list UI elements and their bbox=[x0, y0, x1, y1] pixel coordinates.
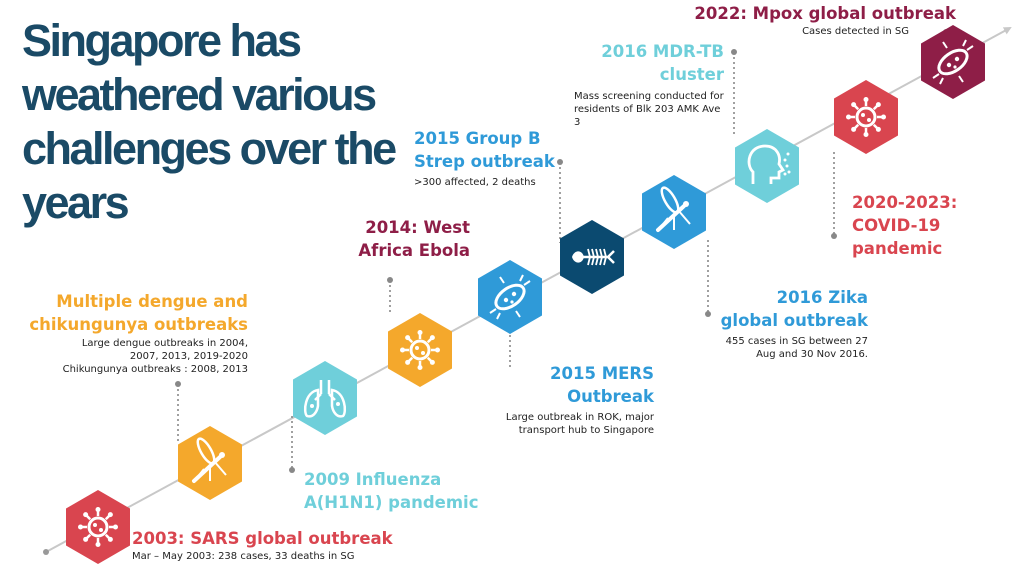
event-label-h1n1: 2009 Influenza A(H1N1) pandemic bbox=[304, 468, 484, 514]
event-heading: 2014: West Africa Ebola bbox=[358, 218, 470, 260]
leader-lines bbox=[177, 32, 947, 470]
hex-marker-sars bbox=[66, 490, 130, 564]
event-detail-line: 2007, 2013, 2019-2020 bbox=[129, 351, 248, 362]
hex-marker-covid bbox=[834, 80, 898, 154]
bacteria-icon bbox=[489, 274, 531, 320]
event-heading: 2003: SARS global outbreak bbox=[132, 529, 393, 548]
event-detail: Mass screening conducted for residents o… bbox=[574, 91, 724, 128]
fish-bone-icon bbox=[572, 248, 615, 266]
timeline-start-dot bbox=[43, 549, 49, 555]
event-label-mdrtb: 2016 MDR-TB cluster Mass screening condu… bbox=[574, 40, 724, 129]
lungs-icon bbox=[303, 380, 347, 418]
event-detail: Cases detected in SG bbox=[802, 26, 909, 37]
event-label-gbs: 2015 Group B Strep outbreak >300 affecte… bbox=[414, 127, 564, 189]
event-label-zika: 2016 Zika global outbreak 455 cases in S… bbox=[716, 286, 868, 361]
event-label-ebola: 2014: West Africa Ebola bbox=[350, 216, 470, 262]
event-heading: 2020-2023: COVID-19 pandemic bbox=[852, 193, 958, 258]
event-heading: 2016 Zika global outbreak bbox=[720, 288, 868, 330]
hex-marker-h1n1 bbox=[293, 361, 357, 435]
event-detail-line: Chikungunya outbreaks : 2008, 2013 bbox=[62, 364, 248, 375]
virus-icon bbox=[846, 97, 886, 137]
event-heading: 2015 Group B Strep outbreak bbox=[414, 129, 555, 171]
bacteria-icon bbox=[932, 39, 974, 85]
event-detail-line: Large dengue outbreaks in 2004, bbox=[81, 338, 248, 349]
mosquito-icon bbox=[192, 437, 227, 483]
hex-marker-mdrtb bbox=[735, 129, 799, 203]
event-heading: 2015 MERS Outbreak bbox=[550, 364, 654, 406]
event-detail: Large outbreak in ROK, major transport h… bbox=[505, 412, 654, 436]
event-label-covid: 2020-2023: COVID-19 pandemic bbox=[852, 191, 982, 260]
hex-marker-zika bbox=[642, 175, 706, 249]
event-heading: Multiple dengue and chikungunya outbreak… bbox=[29, 292, 248, 334]
hex-marker-dengue bbox=[178, 426, 242, 500]
page-title: Singapore has weathered various challeng… bbox=[22, 15, 397, 228]
hex-marker-mpox bbox=[921, 25, 985, 99]
event-label-mpox: 2022: Mpox global outbreak Cases detecte… bbox=[660, 2, 956, 38]
hex-marker-mers bbox=[478, 260, 542, 334]
event-heading: 2009 Influenza A(H1N1) pandemic bbox=[304, 470, 479, 512]
hex-marker-gbs bbox=[560, 220, 624, 294]
event-detail: >300 affected, 2 deaths bbox=[414, 177, 536, 188]
event-detail: Mar – May 2003: 238 cases, 33 deaths in … bbox=[132, 551, 355, 562]
event-label-dengue: Multiple dengue and chikungunya outbreak… bbox=[20, 290, 248, 376]
hex-marker-ebola bbox=[388, 313, 452, 387]
event-detail: 455 cases in SG between 27 Aug and 30 No… bbox=[725, 336, 868, 360]
event-heading: 2016 MDR-TB cluster bbox=[601, 42, 724, 84]
cough-head-icon bbox=[747, 144, 791, 184]
event-label-mers: 2015 MERS Outbreak Large outbreak in ROK… bbox=[494, 362, 654, 437]
mosquito-icon bbox=[656, 186, 691, 232]
virus-icon bbox=[78, 507, 118, 547]
event-label-sars: 2003: SARS global outbreak Mar – May 200… bbox=[132, 527, 452, 563]
event-heading: 2022: Mpox global outbreak bbox=[694, 4, 956, 23]
virus-icon bbox=[400, 330, 440, 370]
